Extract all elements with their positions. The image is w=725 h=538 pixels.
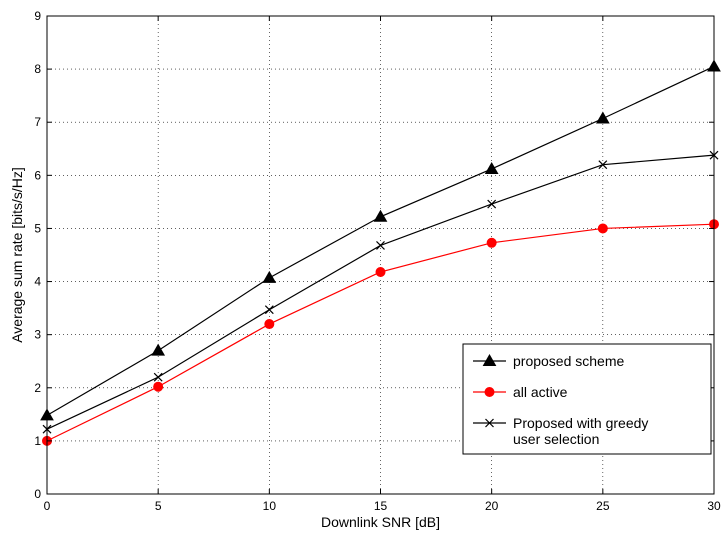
legend-entry-0: proposed scheme <box>473 353 625 369</box>
x-marker <box>598 160 608 170</box>
data-point <box>264 319 275 330</box>
x-axis-label: Downlink SNR [dB] <box>321 514 440 530</box>
circle-marker <box>264 319 275 330</box>
series-1 <box>42 219 719 446</box>
x-tick-label: 0 <box>44 499 51 513</box>
x-marker-stroke <box>485 418 494 428</box>
x-marker <box>264 305 274 315</box>
circle-marker <box>484 387 495 397</box>
x-marker <box>487 199 497 209</box>
y-tick-label: 6 <box>34 168 41 182</box>
legend-label: Proposed with greedy <box>513 415 648 431</box>
series-2 <box>42 150 719 434</box>
y-tick-label: 0 <box>34 487 41 501</box>
triangle-marker <box>373 209 388 222</box>
triangle-marker <box>151 343 166 356</box>
data-point <box>484 161 499 174</box>
x-marker-stroke <box>598 160 608 170</box>
y-tick-label: 7 <box>34 115 41 129</box>
data-point <box>595 111 610 124</box>
data-point <box>153 372 163 382</box>
x-tick-label: 20 <box>485 499 499 513</box>
data-point <box>153 381 164 392</box>
data-point <box>151 343 166 356</box>
data-point <box>376 241 385 250</box>
y-tick-label: 5 <box>34 221 41 235</box>
series-0 <box>40 59 721 421</box>
triangle-marker <box>482 353 497 366</box>
circle-marker <box>486 237 497 248</box>
y-tick-label: 8 <box>34 62 41 76</box>
x-marker <box>485 418 494 428</box>
triangle-marker <box>595 111 610 124</box>
data-point <box>486 237 497 248</box>
x-marker-stroke <box>376 241 385 250</box>
ticks: 0 5 10 15 20 25 30 0 1 2 3 4 5 6 7 8 9 <box>34 9 721 513</box>
data-point <box>597 223 608 234</box>
y-tick-label: 3 <box>34 328 41 342</box>
data-point <box>487 199 497 209</box>
data-point <box>264 305 274 315</box>
triangle-marker <box>262 270 277 283</box>
legend-entry-1: all active <box>473 384 568 400</box>
data-point <box>262 270 277 283</box>
x-marker-stroke <box>153 372 163 382</box>
data-point <box>598 160 608 170</box>
legend: proposed scheme all active Proposed with g… <box>462 343 712 455</box>
x-marker-stroke <box>487 199 497 209</box>
triangle-marker <box>484 161 499 174</box>
legend-label: proposed scheme <box>513 353 625 369</box>
x-tick-label: 10 <box>263 499 277 513</box>
y-axis-label: Average sum rate [bits/s/Hz] <box>9 167 25 343</box>
x-marker-stroke <box>264 305 274 315</box>
data-point <box>373 209 388 222</box>
circle-marker <box>153 381 164 392</box>
legend-label: all active <box>513 384 568 400</box>
y-tick-label: 9 <box>34 9 41 23</box>
x-marker <box>376 241 385 250</box>
legend-label: user selection <box>513 431 599 447</box>
circle-marker <box>597 223 608 234</box>
x-tick-label: 5 <box>155 499 162 513</box>
legend-box <box>462 343 712 455</box>
x-marker <box>153 372 163 382</box>
y-tick-label: 1 <box>34 434 41 448</box>
x-tick-label: 15 <box>374 499 388 513</box>
x-tick-label: 25 <box>596 499 610 513</box>
series-layer <box>40 59 721 446</box>
y-tick-label: 2 <box>34 381 41 395</box>
circle-marker <box>375 266 386 277</box>
y-tick-label: 4 <box>34 275 41 289</box>
data-point <box>375 266 386 277</box>
x-tick-label: 30 <box>707 499 721 513</box>
